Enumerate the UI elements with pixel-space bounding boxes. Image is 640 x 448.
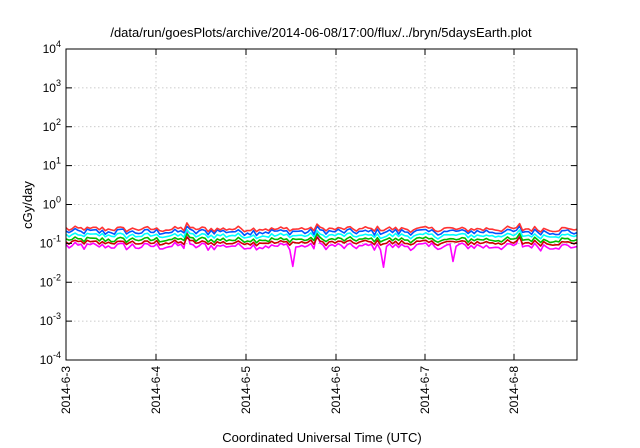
- series-line: [65, 222, 578, 234]
- x-tick-label: 2014-6-7: [418, 366, 432, 414]
- y-tick-label: 10-3: [40, 311, 61, 328]
- series-group: [65, 222, 578, 268]
- y-tick-label: 100: [43, 195, 61, 212]
- x-tick-label: 2014-6-6: [329, 366, 343, 414]
- y-tick-label: 101: [43, 156, 61, 173]
- series-line: [65, 225, 578, 237]
- y-tick-label: 10-1: [40, 233, 61, 250]
- series-line: [65, 236, 578, 247]
- y-axis-label: cGy/day: [20, 181, 35, 229]
- series-line: [65, 232, 578, 244]
- y-tick-label: 103: [43, 78, 61, 95]
- x-tick-label: 2014-6-3: [59, 366, 73, 414]
- y-tick-label: 10-4: [40, 350, 61, 367]
- x-tick-label: 2014-6-4: [149, 366, 163, 414]
- x-tick-label: 2014-6-5: [239, 366, 253, 414]
- x-axis-label: Coordinated Universal Time (UTC): [222, 430, 421, 445]
- x-tick-labels: 2014-6-3 2014-6-4 2014-6-5 2014-6-6 2014-6-7…: [59, 366, 521, 414]
- chart-title: /data/run/goesPlots/archive/2014-06-08/1…: [110, 25, 532, 40]
- y-tick-label: 104: [43, 39, 61, 56]
- ticks: [65, 48, 577, 361]
- x-tick-label: 2014-6-8: [507, 366, 521, 414]
- y-tick-labels: 10-4 10-3 10-2 10-1 100 101 102 103 104: [40, 39, 61, 367]
- y-tick-label: 10-2: [40, 272, 61, 289]
- y-tick-label: 102: [43, 117, 61, 134]
- series-line: [65, 230, 578, 268]
- series-line: [65, 228, 578, 240]
